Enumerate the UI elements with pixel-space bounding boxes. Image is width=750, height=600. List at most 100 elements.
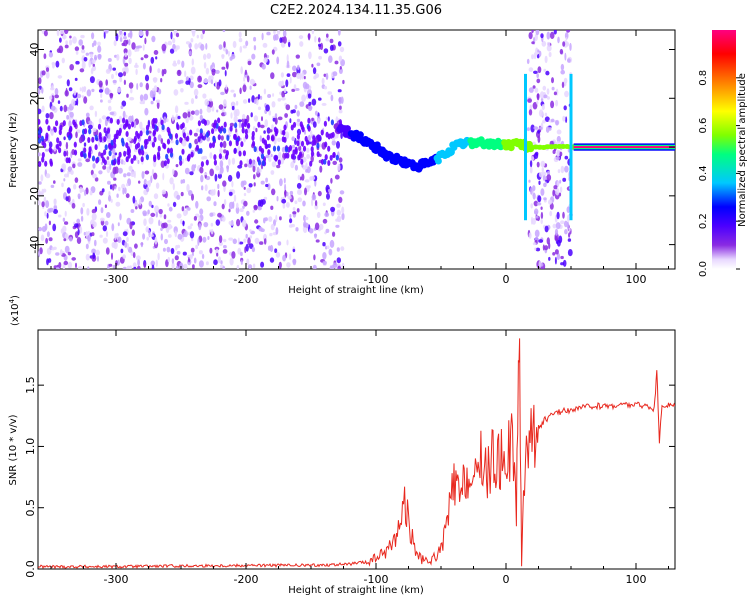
noise-speck: [174, 105, 179, 114]
noise-speck: [271, 188, 276, 196]
noise-speck: [83, 57, 88, 62]
band-speck: [163, 160, 167, 167]
noise-speck: [562, 177, 567, 182]
noise-speck: [225, 84, 228, 90]
noise-speck: [206, 106, 212, 113]
noise-speck: [263, 88, 267, 95]
band-speck: [73, 149, 78, 156]
noise-speck: [279, 216, 282, 221]
noise-speck: [260, 228, 265, 232]
noise-speck: [211, 106, 215, 112]
band-speck: [300, 158, 304, 165]
noise-speck: [61, 57, 65, 64]
noise-speck: [246, 258, 250, 266]
noise-speck: [156, 101, 160, 109]
noise-speck: [144, 170, 150, 175]
noise-speck: [98, 170, 103, 175]
noise-speck: [78, 266, 83, 269]
noise-speck: [122, 187, 125, 195]
noise-speck: [329, 265, 333, 269]
noise-speck: [187, 225, 192, 230]
band-speck: [324, 141, 328, 148]
noise-speck: [131, 229, 135, 236]
noise-speck: [94, 177, 99, 182]
band-speck: [95, 157, 99, 164]
noise-speck: [106, 166, 111, 174]
band-speck: [130, 158, 134, 164]
noise-speck: [91, 32, 95, 40]
noise-speck: [75, 131, 78, 139]
noise-speck: [50, 184, 55, 188]
noise-speck: [85, 52, 90, 56]
x-tick-label: -100: [364, 573, 389, 586]
noise-speck: [247, 237, 251, 246]
band-speck: [157, 154, 161, 161]
noise-speck: [318, 55, 322, 60]
band-speck: [323, 158, 327, 165]
noise-speck: [65, 196, 69, 202]
band-speck: [148, 135, 152, 142]
noise-speck: [124, 241, 128, 248]
noise-speck: [325, 245, 328, 250]
x-tick-label: -200: [234, 573, 259, 586]
noise-speck: [231, 157, 236, 165]
noise-speck: [543, 182, 547, 188]
noise-speck: [297, 189, 302, 196]
noise-speck: [250, 112, 253, 118]
noise-speck: [270, 170, 275, 175]
band-speck: [316, 151, 320, 158]
noise-speck: [113, 177, 117, 181]
noise-speck: [53, 146, 57, 152]
band-speck: [104, 144, 108, 151]
noise-speck: [301, 71, 305, 80]
noise-speck: [268, 110, 272, 116]
y-tick-label: -40: [28, 236, 41, 254]
noise-speck: [538, 50, 542, 57]
noise-speck: [228, 191, 233, 196]
noise-speck: [544, 55, 548, 64]
noise-speck: [317, 190, 322, 197]
noise-speck: [328, 248, 333, 256]
band-speck: [335, 154, 339, 161]
noise-speck: [206, 196, 211, 202]
noise-speck: [552, 189, 556, 197]
noise-speck: [80, 34, 85, 39]
noise-speck: [311, 117, 314, 122]
noise-speck: [223, 199, 227, 206]
noise-speck: [91, 212, 97, 221]
noise-speck: [228, 201, 234, 210]
noise-speck: [546, 31, 551, 40]
band-speck: [260, 148, 265, 154]
noise-speck: [54, 94, 59, 99]
band-speck: [239, 160, 243, 167]
noise-speck: [253, 115, 259, 122]
band-speck: [218, 153, 222, 160]
noise-speck: [38, 200, 41, 206]
noise-speck: [208, 100, 214, 108]
noise-speck: [291, 88, 296, 92]
noise-speck: [52, 223, 57, 232]
noise-speck: [41, 70, 46, 76]
noise-speck: [155, 211, 158, 218]
noise-speck: [139, 82, 143, 88]
band-speck: [83, 147, 87, 154]
noise-speck: [181, 60, 185, 68]
band-speck: [91, 136, 95, 143]
band-speck: [45, 135, 49, 141]
noise-speck: [47, 258, 52, 263]
noise-speck: [270, 223, 275, 231]
noise-speck: [287, 195, 292, 200]
noise-speck: [76, 93, 82, 99]
band-speck: [310, 146, 314, 153]
noise-speck: [57, 214, 62, 218]
noise-speck: [558, 192, 562, 197]
colorbar-tick-label: 0.2: [698, 213, 709, 229]
noise-speck: [127, 246, 133, 253]
noise-speck: [557, 36, 560, 44]
noise-speck: [260, 261, 265, 268]
noise-speck: [67, 251, 72, 256]
noise-speck: [540, 218, 543, 225]
noise-speck: [143, 54, 149, 59]
noise-speck: [239, 87, 242, 95]
noise-speck: [59, 37, 62, 43]
